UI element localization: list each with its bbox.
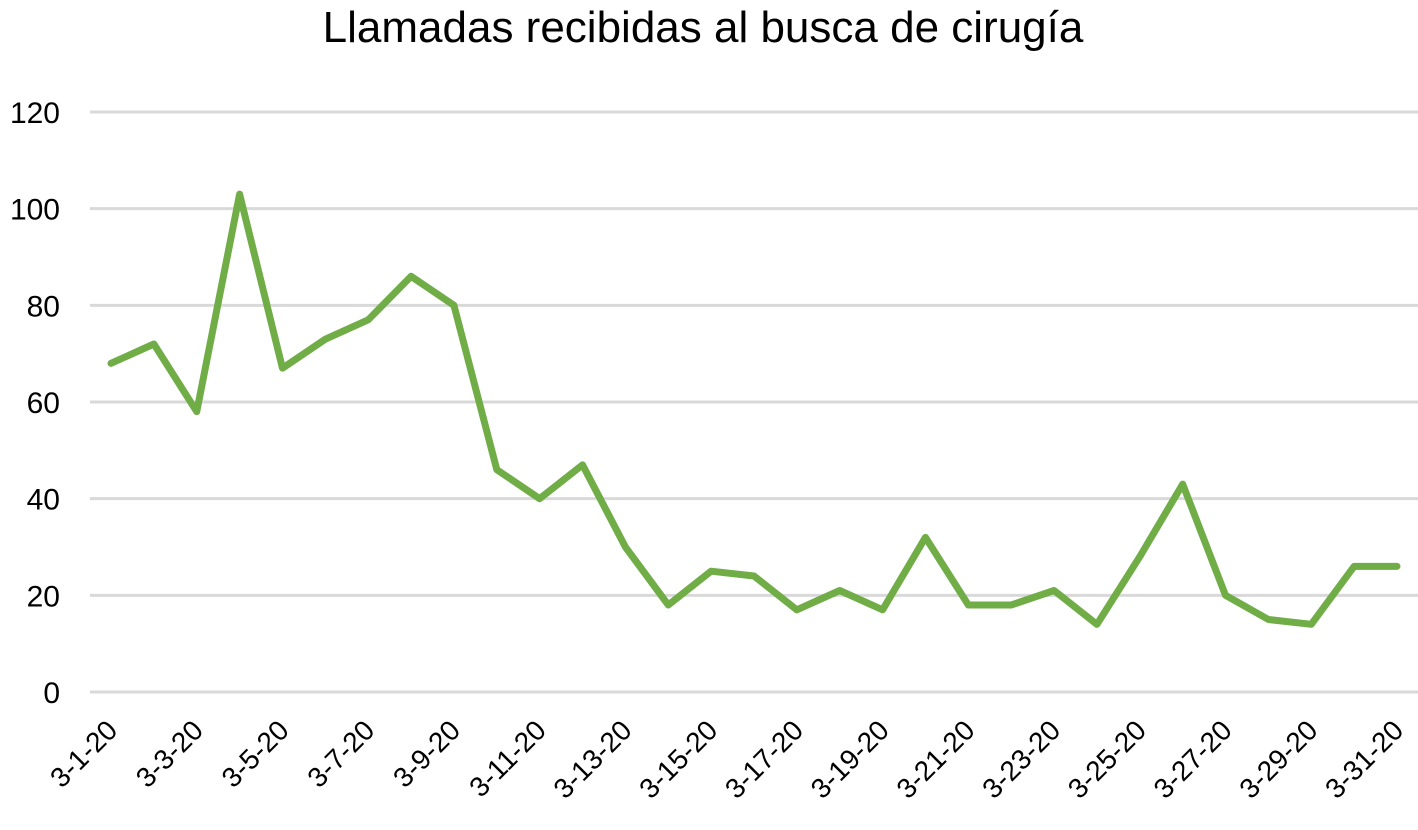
x-tick-label: 3-27-20: [1148, 714, 1238, 804]
data-point: [110, 362, 112, 364]
data-point: [582, 464, 584, 466]
data-point: [239, 193, 241, 195]
data-point: [882, 609, 884, 611]
data-point: [624, 546, 626, 548]
data-point: [967, 604, 969, 606]
x-tick-label: 3-23-20: [976, 714, 1066, 804]
x-tick-label: 3-31-20: [1319, 714, 1409, 804]
y-tick-label: 80: [27, 290, 60, 323]
chart-title: Llamadas recibidas al busca de cirugía: [322, 3, 1084, 52]
x-tick-label: 3-25-20: [1062, 714, 1152, 804]
series-group: [107, 190, 1401, 628]
y-axis-ticks: 0 20 40 60 80 100 120: [10, 97, 60, 710]
data-point: [453, 304, 455, 306]
x-axis-ticks: 3-1-20 3-3-20 3-5-20 3-7-20 3-9-203-11-203-1…: [44, 714, 1409, 804]
data-point: [196, 411, 198, 413]
data-point: [796, 609, 798, 611]
data-point: [1010, 604, 1012, 606]
data-point: [324, 338, 326, 340]
x-tick-label: 3-19-20: [805, 714, 895, 804]
data-point: [367, 319, 369, 321]
x-tick-label: 3-11-20: [463, 714, 552, 803]
x-tick-label: 3-17-20: [719, 714, 809, 804]
data-point: [924, 536, 926, 538]
gridlines: [90, 110, 1418, 694]
data-point: [1053, 590, 1055, 591]
x-tick-label: 3-29-20: [1233, 714, 1323, 804]
x-tick-label: 3-5-20: [216, 714, 295, 793]
data-point: [1225, 594, 1227, 596]
y-tick-label: 0: [43, 677, 60, 710]
data-point: [710, 570, 712, 572]
data-point: [1139, 556, 1141, 558]
data-point: [410, 275, 412, 277]
x-tick-label: 3-21-20: [890, 714, 980, 804]
y-tick-label: 40: [27, 484, 60, 517]
y-tick-label: 120: [10, 97, 60, 130]
series-line-0: [107, 190, 1401, 628]
data-point: [1353, 565, 1355, 567]
x-tick-label: 3-13-20: [547, 714, 637, 804]
x-tick-label: 3-9-20: [387, 714, 466, 793]
y-tick-label: 20: [27, 580, 60, 613]
x-tick-label: 3-3-20: [130, 714, 209, 793]
x-tick-label: 3-15-20: [633, 714, 723, 804]
data-point: [1267, 619, 1269, 620]
data-point: [153, 343, 155, 345]
data-point: [1310, 623, 1312, 625]
data-point: [667, 604, 669, 606]
y-tick-label: 60: [27, 387, 60, 420]
x-tick-label: 3-7-20: [301, 714, 380, 793]
y-tick-label: 100: [10, 194, 60, 227]
data-point: [1096, 623, 1098, 625]
data-point: [496, 469, 498, 471]
data-point: [281, 367, 283, 369]
data-point: [839, 590, 841, 591]
x-tick-label: 3-1-20: [44, 714, 123, 793]
data-point: [1396, 565, 1398, 567]
data-point: [753, 575, 755, 577]
data-point: [1182, 483, 1184, 485]
data-point: [539, 498, 541, 500]
